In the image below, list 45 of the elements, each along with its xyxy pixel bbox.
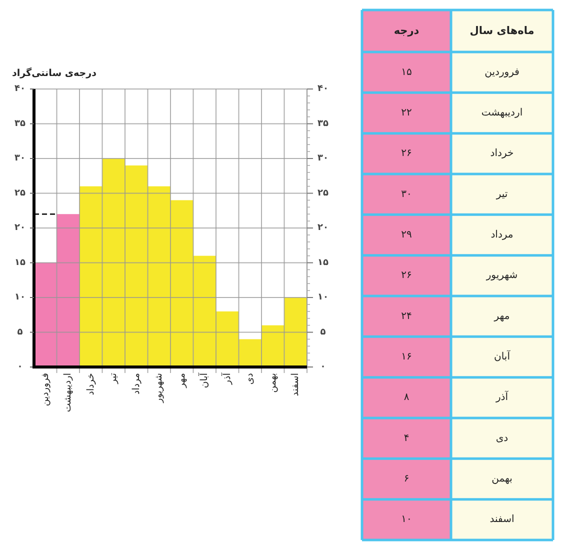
xtick-label: بهمن [267,373,278,393]
y2tick-label: ۲۵ [318,188,328,198]
table-cell: فروردین [451,52,553,93]
table-cell: آبان [451,336,553,378]
y2tick-label: ۲۰ [318,223,328,233]
table-cell: اردیبهشت [451,92,553,134]
y2tick-label: ۰ [320,362,326,372]
table-cell: دی [451,418,553,459]
table-cell: آذر [451,377,553,418]
table-cell: مرداد [451,214,553,256]
xtick-label: شهریور [154,373,165,403]
xtick-label: مرداد [130,373,142,394]
y2tick-label: ۳۰ [318,154,328,164]
ytick-label: ۳۵ [14,118,26,129]
table-cell: تیر [451,174,553,215]
table-cell: بهمن [451,458,553,500]
ytick-label: ۲۰ [14,223,26,233]
y2tick-label: ۵ [320,327,326,338]
table-cell: اسفند [451,499,553,540]
ytick-label: ۱۵ [14,258,26,268]
table-header: درجه [362,10,451,52]
xtick-label: فروردین [40,373,51,406]
xtick-label: اردیبهشت [62,373,74,412]
xtick-label: مهر [176,373,188,388]
xtick-label: اسفند [290,373,302,396]
ytick-label: ۲۵ [14,188,26,198]
xtick-label: آبان [199,373,210,388]
y2tick-label: ۴۰ [318,84,328,94]
table-cell: مهر [451,296,553,337]
xtick-label: دی [244,373,256,385]
ylabel: درجه‌ی سانتی‌گراد [12,68,96,79]
table-cell: شهریور [451,255,553,296]
y2tick-label: ۱۰ [318,292,328,302]
ytick-label: ۵ [17,327,23,338]
ytick-label: ۳۰ [14,154,26,164]
ytick-label: ۰ [17,362,23,372]
y2tick-label: ۱۵ [318,258,328,268]
xtick-label: تیر [108,373,120,384]
xtick-label: آذر [222,373,233,384]
table-header: ماه‌های سال [451,10,553,52]
ytick-label: ۱۰ [14,292,26,302]
y2tick-label: ۳۵ [318,118,328,129]
xtick-label: خرداد [85,373,96,396]
table-cell: خرداد [451,133,553,174]
ytick-label: ۴۰ [14,84,26,94]
